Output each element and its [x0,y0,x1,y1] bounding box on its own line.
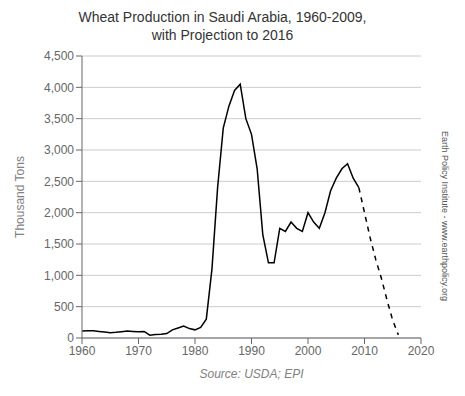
svg-text:1,000: 1,000 [44,269,74,283]
html-text:Earth Policy Institute - www.e: Earth Policy Institute - www.earthpolicy… [440,131,450,301]
svg-text:3,500: 3,500 [44,112,74,126]
svg-text:1960: 1960 [69,344,96,358]
svg-text:1970: 1970 [125,344,152,358]
svg-text:4,500: 4,500 [44,49,74,63]
html-text:with Projection to 2016: with Projection to 2016 [151,27,294,43]
svg-text:2000: 2000 [295,344,322,358]
svg-text:1980: 1980 [182,344,209,358]
svg-text:500: 500 [54,300,74,314]
svg-text:3,000: 3,000 [44,143,74,157]
svg-text:0: 0 [67,331,74,345]
svg-text:Source: USDA; EPI: Source: USDA; EPI [199,367,304,381]
svg-text:4,000: 4,000 [44,81,74,95]
svg-text:1,500: 1,500 [44,237,74,251]
svg-text:2,500: 2,500 [44,175,74,189]
svg-text:Thousand Tons: Thousand Tons [13,156,27,238]
svg-text:2020: 2020 [408,344,435,358]
svg-text:2,000: 2,000 [44,206,74,220]
svg-text:2010: 2010 [351,344,378,358]
html-text:Wheat Production in Saudi Arab: Wheat Production in Saudi Arabia, 1960-2… [78,9,367,25]
svg-text:1990: 1990 [238,344,265,358]
